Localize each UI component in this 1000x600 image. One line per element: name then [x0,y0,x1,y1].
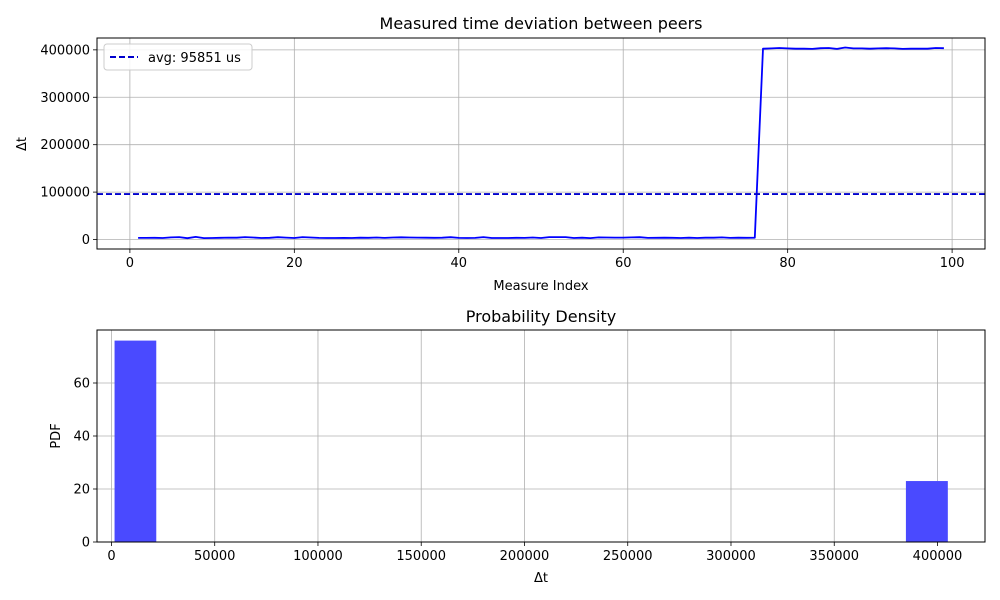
y-tick-label: 40 [73,430,90,445]
x-tick-label: 350000 [809,549,859,564]
histogram-title: Probability Density [466,307,617,326]
histogram-bar [114,340,157,542]
legend-avg-label: avg: 95851 us [148,51,241,66]
x-tick-label: 20 [286,256,303,271]
x-tick-label: 80 [779,256,796,271]
x-tick-label: 0 [107,549,115,564]
y-tick-label: 100000 [40,186,90,201]
histogram-marks [114,340,948,542]
line-chart-legend: avg: 95851 us [103,43,253,71]
y-tick-label: 60 [73,377,90,392]
y-tick-label: 0 [82,536,90,551]
legend-box [103,43,253,71]
histogram-bar [905,481,948,542]
x-tick-label: 100 [940,256,965,271]
y-tick-label: 400000 [40,43,90,58]
x-tick-label: 0 [126,256,134,271]
y-tick-label: 20 [73,483,90,498]
histogram-ylabel: PDF [49,423,64,448]
x-tick-label: 250000 [603,549,653,564]
histogram-xlabel: Δt [534,571,548,586]
line-chart-ylabel: Δt [15,137,30,151]
x-tick-label: 400000 [913,549,963,564]
line-chart-xlabel: Measure Index [493,279,588,294]
x-tick-label: 50000 [194,549,235,564]
line-chart-frame [96,37,986,250]
line-chart: Measured time deviation between peers 0 2… [15,14,986,294]
y-tick-label: 300000 [40,91,90,106]
x-tick-label: 100000 [293,549,343,564]
line-chart-title: Measured time deviation between peers [380,14,703,33]
x-tick-label: 60 [615,256,632,271]
deviation-series-line [138,46,944,240]
y-tick-label: 0 [82,233,90,248]
x-tick-label: 300000 [706,549,756,564]
x-tick-label: 40 [451,256,468,271]
x-tick-label: 150000 [396,549,446,564]
x-tick-label: 200000 [500,549,550,564]
line-chart-marks [97,46,985,240]
line-chart-ticks: 0 20 40 60 80 100 0 100000 200000 300000 400000 [40,43,964,271]
y-tick-label: 200000 [40,138,90,153]
histogram-ticks: 0 50000 100000 150000 200000 250000 300000 3500… [73,377,962,565]
histogram-chart: Probability Density 0 50000 100000 150000 20… [49,307,986,586]
